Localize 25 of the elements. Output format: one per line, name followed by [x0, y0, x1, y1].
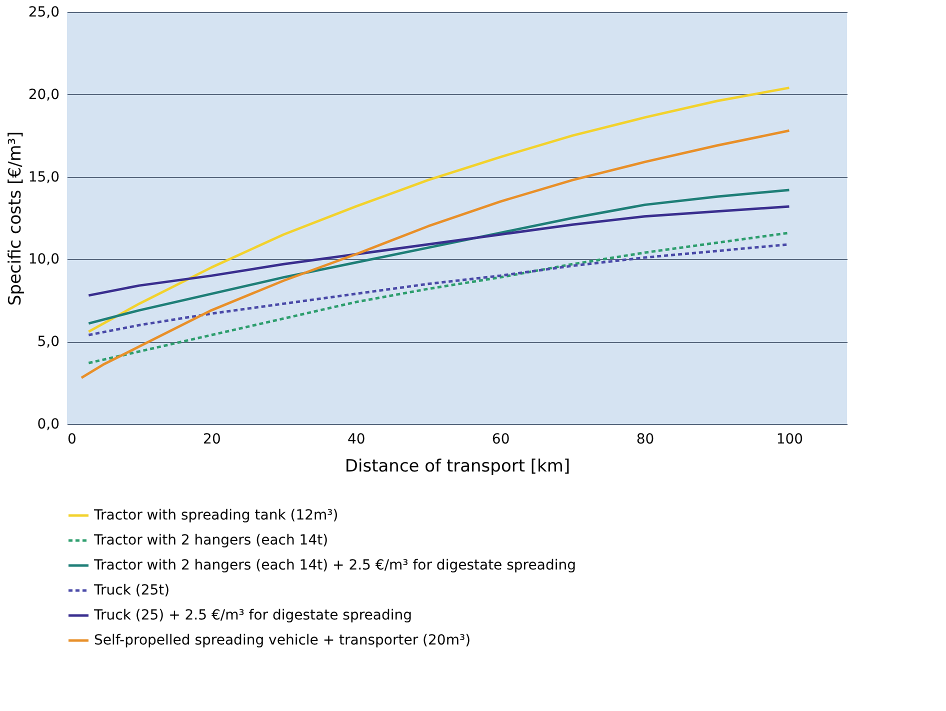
x-tick-label: 40 — [347, 432, 366, 448]
y-tick-label: 10,0 — [28, 252, 60, 268]
x-tick-label: 80 — [636, 432, 654, 448]
legend-label: Truck (25) + 2.5 €/m³ for digestate spreading — [93, 608, 412, 624]
legend-label: Tractor with 2 hangers (each 14t) — [93, 532, 328, 548]
y-tick-label: 0,0 — [37, 416, 60, 432]
y-tick-label: 20,0 — [28, 86, 60, 103]
line-series — [87, 232, 790, 364]
y-tick-label: 15,0 — [28, 169, 60, 186]
legend-label: Tractor with spreading tank (12m³) — [93, 508, 338, 524]
y-axis-title: Specific costs [€/m³] — [5, 131, 26, 306]
y-tick-label: 5,0 — [37, 334, 60, 350]
line-series — [87, 188, 790, 325]
x-tick-label: 0 — [68, 432, 76, 448]
line-series — [87, 86, 790, 333]
legend-label: Self-propelled spreading vehicle + transporter (20m³) — [94, 632, 471, 648]
line-series — [80, 129, 790, 380]
legend-label: Tractor with 2 hangers (each 14t) + 2.5 €/m³ for digestate spreading — [93, 558, 576, 574]
x-tick-label: 20 — [203, 432, 221, 448]
x-tick-label: 60 — [492, 432, 510, 448]
line-series — [87, 205, 790, 297]
y-tick-label: 25,0 — [28, 4, 60, 20]
x-axis-title: Distance of transport [km] — [344, 456, 570, 476]
legend-label: Truck (25t) — [93, 582, 170, 598]
x-tick-label: 100 — [776, 432, 804, 448]
